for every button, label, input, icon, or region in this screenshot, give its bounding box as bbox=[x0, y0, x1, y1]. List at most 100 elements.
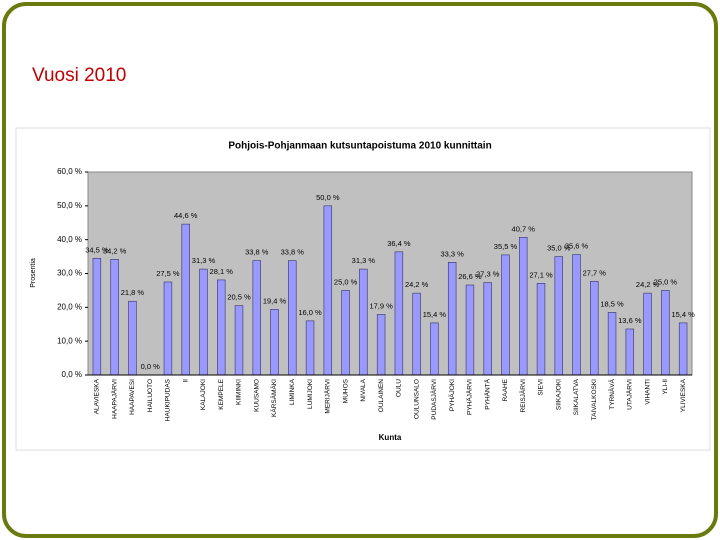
x-tick-label: NIVALA bbox=[360, 378, 367, 401]
y-axis-label: Prosentia bbox=[30, 258, 37, 288]
value-label: 17,9 % bbox=[369, 301, 393, 310]
y-tick-label: 20,0 % bbox=[57, 302, 82, 311]
value-label: 27,5 % bbox=[156, 269, 180, 278]
x-tick-label: YLIVIESKA bbox=[680, 378, 687, 412]
bar bbox=[341, 290, 350, 376]
value-label: 18,5 % bbox=[600, 299, 624, 308]
x-tick-label: SIIKAJOKI bbox=[555, 379, 562, 410]
x-tick-label: YLI-II bbox=[662, 379, 669, 395]
bar bbox=[483, 282, 492, 376]
y-tick-label: 60,0 % bbox=[57, 167, 82, 176]
x-tick-label: HAAPAVESI bbox=[129, 379, 136, 415]
bar bbox=[572, 254, 581, 376]
value-label: 34,5 % bbox=[85, 245, 109, 254]
chart-title: Pohjois-Pohjanmaan kutsuntapoistuma 2010… bbox=[228, 141, 491, 152]
value-label: 33,8 % bbox=[281, 248, 305, 257]
bar bbox=[447, 262, 457, 376]
value-label: 27,7 % bbox=[583, 268, 607, 277]
value-label: 33,3 % bbox=[440, 249, 464, 258]
value-label: 35,6 % bbox=[565, 242, 589, 251]
x-tick-label: KÄRSÄMÄKI bbox=[270, 379, 278, 417]
y-tick-label: 10,0 % bbox=[57, 336, 82, 345]
bar bbox=[412, 292, 421, 376]
bar bbox=[163, 281, 173, 376]
x-tick-label: SIEVI bbox=[538, 379, 545, 396]
value-label: 0,0 % bbox=[141, 362, 161, 371]
bar bbox=[305, 320, 315, 376]
x-tick-label: UTAJÄRVI bbox=[626, 379, 634, 410]
x-tick-label: MERIJÄRVI bbox=[324, 379, 332, 414]
x-tick-label: HAILUOTO bbox=[147, 379, 154, 412]
x-tick-label: TYRNÄVÄ bbox=[608, 378, 616, 409]
bar bbox=[376, 314, 386, 376]
value-label: 33,8 % bbox=[245, 248, 269, 257]
bar bbox=[288, 260, 297, 376]
y-tick-label: 0,0 % bbox=[62, 370, 82, 379]
value-label: 27,1 % bbox=[529, 270, 553, 279]
x-tick-label: SIIKALATVA bbox=[573, 378, 580, 415]
bar bbox=[270, 309, 279, 376]
value-label: 35,0 % bbox=[547, 244, 571, 253]
x-tick-label: KIIMINKI bbox=[236, 379, 243, 405]
x-tick-label: REISJÄRVI bbox=[519, 379, 527, 413]
value-label: 50,0 % bbox=[316, 193, 340, 202]
x-axis-label: Kunta bbox=[379, 433, 402, 442]
y-tick-label: 40,0 % bbox=[57, 235, 82, 244]
value-label: 34,2 % bbox=[103, 246, 127, 255]
value-label: 28,1 % bbox=[210, 267, 234, 276]
x-tick-label: KEMPELE bbox=[218, 378, 225, 409]
value-label: 15,4 % bbox=[423, 310, 447, 319]
x-tick-label: MUHOS bbox=[342, 378, 349, 403]
x-tick-label: PYHÄJÄRVI bbox=[466, 379, 474, 415]
x-tick-label: VIHANTI bbox=[644, 379, 651, 405]
bar bbox=[625, 328, 635, 376]
value-label: 44,6 % bbox=[174, 211, 198, 220]
bar bbox=[590, 280, 599, 376]
x-tick-label: RAAHE bbox=[502, 378, 509, 401]
x-tick-label: II bbox=[182, 379, 189, 383]
value-label: 27,3 % bbox=[476, 270, 500, 279]
bar bbox=[128, 300, 137, 376]
bar bbox=[394, 251, 404, 376]
bar bbox=[359, 268, 368, 376]
slide-title: Vuosi 2010 bbox=[32, 65, 126, 86]
bar bbox=[234, 305, 244, 376]
x-tick-label: LIMINKA bbox=[289, 378, 296, 405]
bar bbox=[465, 284, 475, 376]
x-tick-label: PUDASJÄRVI bbox=[430, 379, 438, 420]
bar bbox=[607, 312, 617, 376]
value-label: 24,2 % bbox=[405, 280, 429, 289]
bar bbox=[181, 223, 190, 376]
value-label: 15,4 % bbox=[671, 310, 695, 319]
value-label: 36,4 % bbox=[387, 239, 411, 248]
bar bbox=[252, 260, 261, 376]
bar bbox=[217, 279, 226, 376]
value-label: 31,3 % bbox=[352, 256, 376, 265]
value-label: 19,4 % bbox=[263, 296, 287, 305]
x-tick-label: PYHÄJOKI bbox=[448, 379, 456, 411]
x-tick-label: ALAVIESKA bbox=[94, 378, 101, 414]
bar bbox=[554, 256, 563, 376]
y-tick-label: 50,0 % bbox=[57, 201, 82, 210]
x-tick-label: KALAJOKI bbox=[200, 379, 207, 410]
y-tick-label: 30,0 % bbox=[57, 269, 82, 278]
value-label: 21,8 % bbox=[121, 288, 145, 297]
x-tick-label: HAAPAJÄRVI bbox=[110, 379, 118, 419]
value-label: 16,0 % bbox=[298, 308, 322, 317]
bar bbox=[661, 290, 670, 376]
bar bbox=[110, 258, 119, 376]
x-tick-label: PYHÄNTÄ bbox=[483, 378, 491, 409]
x-tick-label: LUMIJOKI bbox=[307, 379, 314, 409]
value-label: 13,6 % bbox=[618, 316, 642, 325]
x-tick-label: KUUSAMO bbox=[253, 379, 260, 412]
x-tick-label: OULAINEN bbox=[378, 379, 385, 413]
value-label: 24,2 % bbox=[636, 280, 660, 289]
bar bbox=[643, 292, 652, 376]
bar bbox=[430, 322, 439, 376]
bar bbox=[536, 283, 546, 376]
value-label: 26,6 % bbox=[458, 272, 482, 281]
value-label: 20,5 % bbox=[227, 293, 251, 302]
bar bbox=[199, 268, 208, 376]
